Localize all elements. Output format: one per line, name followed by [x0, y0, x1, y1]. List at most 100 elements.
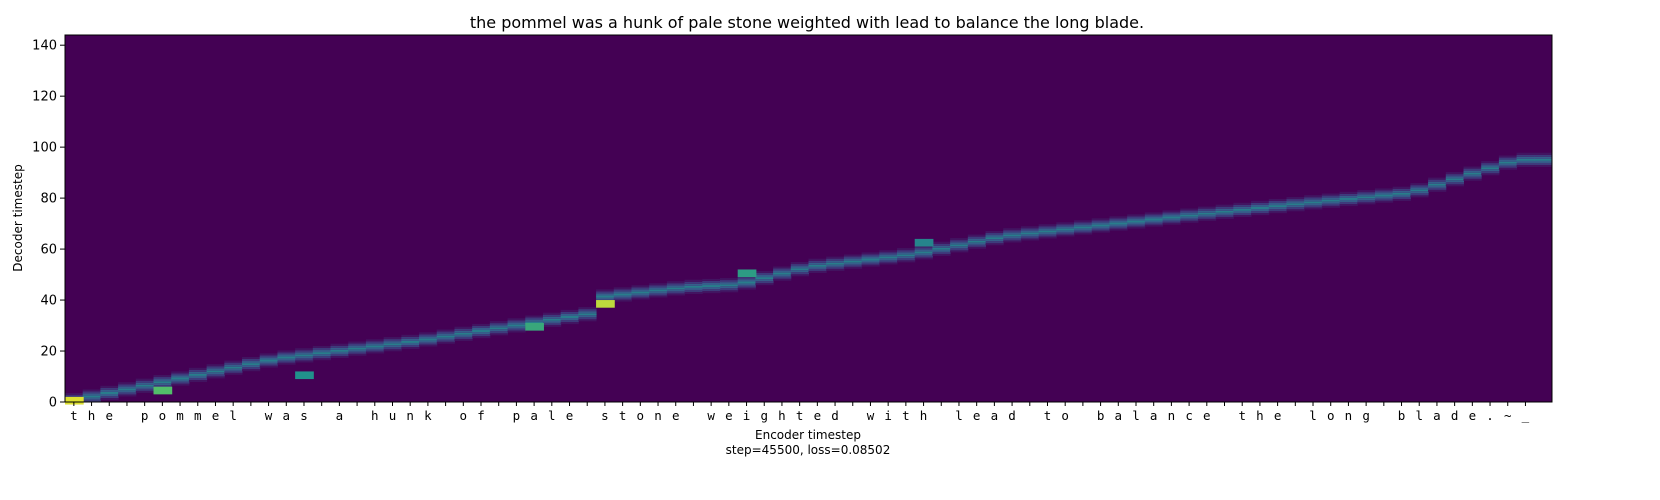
heatmap-cell: [1268, 207, 1287, 210]
heatmap-cell: [1197, 214, 1217, 217]
heatmap-cell: [1056, 222, 1075, 225]
heatmap-cell: [596, 289, 615, 292]
heatmap-cell: [135, 378, 155, 381]
heatmap-cell: [118, 388, 137, 391]
heatmap-cell: [1374, 198, 1394, 201]
heatmap-hot-cell: [596, 300, 615, 308]
heatmap-cell: [365, 345, 385, 348]
x-tick-label: l: [1415, 408, 1423, 423]
heatmap-cell: [472, 325, 491, 328]
x-tick-label: w: [265, 408, 273, 423]
x-tick-label: a: [336, 408, 344, 423]
heatmap-cell: [1392, 194, 1411, 197]
heatmap-cell: [118, 384, 137, 387]
heatmap-cell: [790, 264, 809, 267]
heatmap-cell: [719, 278, 739, 281]
heatmap-cell: [436, 331, 455, 334]
heatmap-cell: [897, 252, 916, 255]
heatmap-cell: [631, 293, 650, 296]
heatmap-cell: [542, 320, 562, 323]
heatmap-cell: [1534, 154, 1553, 157]
heatmap-cell: [365, 349, 385, 352]
heatmap-cell: [950, 244, 969, 247]
x-tick-label: b: [1398, 408, 1406, 423]
heatmap-cell: [224, 360, 243, 363]
heatmap-cell: [1268, 198, 1287, 201]
heatmap-cell: [1109, 218, 1128, 221]
heatmap-cell: [950, 238, 969, 241]
heatmap-cell: [224, 366, 243, 369]
heatmap-cell: [365, 351, 385, 354]
x-tick-label: a: [1115, 408, 1123, 423]
x-tick-label: a: [1433, 408, 1441, 423]
heatmap-cell: [1304, 195, 1323, 198]
heatmap-cell: [489, 333, 509, 336]
heatmap-cell: [100, 391, 119, 394]
heatmap-cell: [879, 260, 898, 263]
heatmap-cell: [879, 254, 898, 257]
heatmap-cell: [542, 316, 562, 319]
heatmap-cell: [401, 342, 420, 346]
heatmap-cell: [1144, 222, 1164, 225]
heatmap-hot-cell: [737, 269, 757, 278]
heatmap-cell: [649, 293, 668, 296]
heatmap-cell: [790, 272, 809, 275]
heatmap-cell: [1197, 212, 1217, 215]
heatmap-cell: [1498, 159, 1518, 162]
heatmap-cell: [188, 369, 208, 372]
heatmap-cell: [436, 341, 455, 344]
heatmap-cell: [1428, 177, 1447, 180]
heatmap-cell: [507, 328, 526, 331]
heatmap-cell: [826, 260, 845, 263]
heatmap-cell: [1268, 200, 1287, 204]
heatmap-cell: [631, 285, 650, 288]
heatmap-cell: [118, 392, 137, 395]
x-tick-label: t: [619, 408, 627, 423]
heatmap-cell: [1197, 206, 1217, 209]
heatmap-cell: [206, 374, 225, 377]
heatmap-cell: [1392, 196, 1411, 199]
heatmap-cell: [419, 340, 438, 343]
heatmap-cell: [1445, 174, 1464, 177]
heatmap-cell: [702, 282, 721, 286]
heatmap-cell: [65, 393, 84, 396]
heatmap-cell: [1233, 206, 1252, 209]
heatmap-cell: [1251, 211, 1270, 214]
heatmap-cell: [613, 299, 632, 302]
heatmap-cell: [1215, 216, 1234, 219]
heatmap-cell: [879, 252, 898, 255]
heatmap-cell: [383, 341, 402, 344]
heatmap-cell: [1251, 202, 1270, 205]
heatmap-cell: [1074, 232, 1093, 235]
x-tick-label: n: [654, 408, 662, 423]
heatmap-cell: [808, 266, 827, 269]
heatmap-cell: [967, 234, 987, 237]
heatmap-cell: [684, 281, 703, 284]
heatmap-cell: [330, 353, 349, 356]
heatmap-cell: [259, 361, 278, 364]
heatmap-cell: [348, 343, 367, 346]
heatmap-cell: [1215, 210, 1234, 213]
heatmap-cell: [118, 386, 137, 389]
heatmap-cell: [507, 318, 526, 321]
heatmap-cell: [578, 309, 597, 312]
heatmap-cell: [82, 389, 101, 392]
heatmap-cell: [312, 358, 332, 361]
heatmap-cell: [1197, 210, 1217, 213]
heatmap-cell: [790, 268, 809, 271]
x-tick-label: o: [460, 408, 468, 423]
heatmap-cell: [330, 343, 349, 346]
heatmap-cell: [454, 336, 473, 339]
heatmap-cell: [383, 347, 402, 350]
heatmap-cell: [118, 394, 137, 397]
heatmap-cell: [1516, 158, 1535, 161]
heatmap-cell: [436, 333, 455, 336]
heatmap-cell: [1056, 234, 1075, 237]
heatmap-cell: [702, 287, 721, 290]
heatmap-cell: [1109, 220, 1128, 223]
heatmap-cell: [719, 282, 739, 285]
heatmap-cell: [348, 341, 367, 344]
heatmap-cell: [1339, 199, 1358, 203]
x-tick-label: t: [902, 408, 910, 423]
